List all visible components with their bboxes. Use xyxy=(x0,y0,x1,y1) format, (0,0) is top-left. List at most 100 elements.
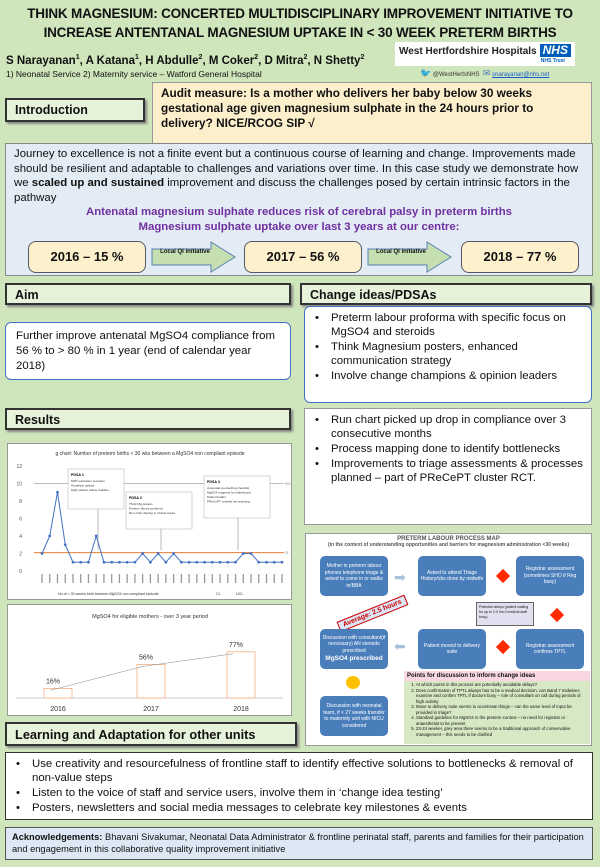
data-point xyxy=(179,560,183,564)
data-point xyxy=(118,560,121,564)
author-name: H Abdulle xyxy=(145,54,199,67)
points-heading: Points for discussion to inform change i… xyxy=(404,671,590,681)
legend-series: No of < 30 weeks birth between MgSO4 non… xyxy=(58,592,159,596)
delay-diamond xyxy=(495,639,511,655)
data-point xyxy=(102,560,106,564)
data-point xyxy=(125,560,129,564)
learning-panel: Use creativity and resourcefulness of fr… xyxy=(5,752,593,820)
discussion-point: At which points in this process are pote… xyxy=(416,682,588,688)
discussion-points: Points for discussion to inform change i… xyxy=(404,671,590,744)
chart-title: g chart: Number of preterm births < 30 w… xyxy=(55,451,244,457)
intro-text-bold: scaled up and sustained xyxy=(31,177,165,189)
pm-box-mother: Mother in preterm labour phones telephon… xyxy=(320,556,388,596)
social-contacts: 🐦 @WestHertsNHS ✉ snarayanan@nhs.net xyxy=(420,68,549,79)
author-name: A Katana xyxy=(85,54,135,67)
g-chart-panel: g chart: Number of preterm births < 30 w… xyxy=(7,443,292,600)
email-link[interactable]: snarayanan@nhs.net xyxy=(492,72,550,78)
nhs-logo: West Hertfordshire Hospitals NHS NHS Trust xyxy=(395,42,575,66)
change-idea-item: Preterm labour proforma with specific fo… xyxy=(311,311,585,339)
pdsa-box xyxy=(125,491,193,530)
pdsa-line: Preterm labour proforma xyxy=(129,507,163,511)
change-idea-item: Think Magnesium posters, enhanced commun… xyxy=(311,340,585,368)
data-point xyxy=(56,490,59,494)
author-affiliation-mark: 2 xyxy=(360,54,365,61)
title-line-1: THINK MAGNESIUM: CONCERTED MULTIDISCIPLI… xyxy=(27,6,573,21)
aim-text: Further improve antenatal MgSO4 complian… xyxy=(5,322,291,380)
pdsa-box xyxy=(203,475,271,519)
ucl-label: UCL xyxy=(285,482,291,486)
introduction-heading: Introduction xyxy=(5,98,145,122)
delay-diamond xyxy=(495,568,511,584)
chart-title: MgSO4 for eligible mothers - over 3 year… xyxy=(92,614,208,620)
pdsa-line: Think Mg posters xyxy=(129,502,153,506)
pdsa-line: Patient leaflet xyxy=(207,495,226,499)
learning-item: Use creativity and resourcefulness of fr… xyxy=(12,757,586,785)
arrow-label: Local QI initiative xyxy=(376,249,426,255)
logo-trust: NHS Trust xyxy=(540,58,565,64)
process-map: PRETERM LABOUR PROCESS MAP (in the conte… xyxy=(305,533,592,746)
x-tick-label: 2018 xyxy=(233,706,249,713)
data-point xyxy=(234,560,237,564)
change-idea-item: Involve change champions & opinion leade… xyxy=(311,369,585,383)
legend-ucl: UCL xyxy=(236,592,243,596)
data-point xyxy=(218,560,222,564)
logo-text: West Hertfordshire Hospitals xyxy=(399,46,537,57)
pdsa-title: PDSA 1 xyxy=(71,473,84,477)
results-panel: Run chart picked up drop in compliance o… xyxy=(304,408,592,525)
author-name: N Shetty xyxy=(313,54,361,67)
data-point xyxy=(71,560,75,564)
author-affiliation-mark: 2 xyxy=(303,54,308,61)
data-point xyxy=(226,560,230,564)
twitter-handle[interactable]: @WestHertsNHS xyxy=(432,72,480,78)
change-ideas-heading: Change ideas/PDSAs xyxy=(300,283,592,305)
process-map-title: PRETERM LABOUR PROCESS MAP xyxy=(397,536,500,542)
data-label: 77% xyxy=(229,642,243,649)
arrow-local-qi-2: Local QI initiative xyxy=(367,241,452,273)
introduction-panel: Journey to excellence is not a finite ev… xyxy=(5,143,593,276)
author-name: D Mitra xyxy=(264,54,304,67)
authors: S Narayanan1, A Katana1, H Abdulle2, M C… xyxy=(6,54,365,67)
author-affiliation-mark: 2 xyxy=(254,54,259,61)
end-circle xyxy=(346,676,360,689)
data-point xyxy=(141,552,145,555)
data-point xyxy=(280,560,284,564)
y-tick-label: 2 xyxy=(19,552,22,558)
author-affiliation-mark: 1 xyxy=(75,54,80,61)
data-label: 16% xyxy=(46,678,60,685)
y-tick-label: 8 xyxy=(19,499,22,505)
arrow-label: Local QI initiative xyxy=(160,249,210,255)
learning-item: Listen to the voice of staff and service… xyxy=(12,786,586,800)
data-point xyxy=(63,543,67,547)
data-point xyxy=(156,552,160,555)
pdsa-line: Daily patient safety huddles xyxy=(71,488,109,492)
pdsa-line: Guideline update xyxy=(71,484,95,488)
data-point xyxy=(94,534,98,538)
data-point xyxy=(265,560,268,564)
arrow-local-qi-1: Local QI initiative xyxy=(151,241,236,273)
pm-box-delivery-suite: Patient moved to delivery suite xyxy=(418,629,486,669)
pdsa-line: Antenatal counselling checklist xyxy=(207,486,249,490)
intro-text: Journey to excellence is not a finite ev… xyxy=(14,147,584,205)
pm-box-neonatal: Discussion with neonatal team, if < 27 w… xyxy=(320,696,388,736)
intro-text-a: Journey to excellence is not a finite ev… xyxy=(14,148,579,189)
data-point xyxy=(164,560,168,564)
mail-icon: ✉ xyxy=(482,68,491,78)
nhs-badge: NHS xyxy=(539,44,571,57)
results-heading: Results xyxy=(5,408,291,430)
title-line-2: INCREASE ANTENTANAL MAGNESIUM UPTAKE IN … xyxy=(43,25,557,40)
delay-diamond xyxy=(549,607,565,623)
x-tick-label: 2017 xyxy=(143,706,159,713)
pdsa-line: MDT education sessions xyxy=(71,479,105,483)
author-name: S Narayanan xyxy=(6,54,76,67)
legend-cl: CL xyxy=(216,592,221,596)
poster-title: THINK MAGNESIUM: CONCERTED MULTIDISCIPLI… xyxy=(0,4,600,42)
y-tick-label: 0 xyxy=(19,569,22,575)
bar-chart: MgSO4 for eligible mothers - over 3 year… xyxy=(16,614,283,713)
author-name: M Coker xyxy=(208,54,255,67)
average-time-badge: Average: 2.5 hours xyxy=(336,594,409,633)
data-point xyxy=(195,560,199,564)
y-tick-label: 4 xyxy=(19,534,22,540)
intro-text-b: improvement and discuss the challenges p… xyxy=(14,177,570,204)
pdsa-title: PDSA 2 xyxy=(129,496,142,500)
audit-measure: Audit measure: Is a mother who delivers … xyxy=(152,82,592,144)
